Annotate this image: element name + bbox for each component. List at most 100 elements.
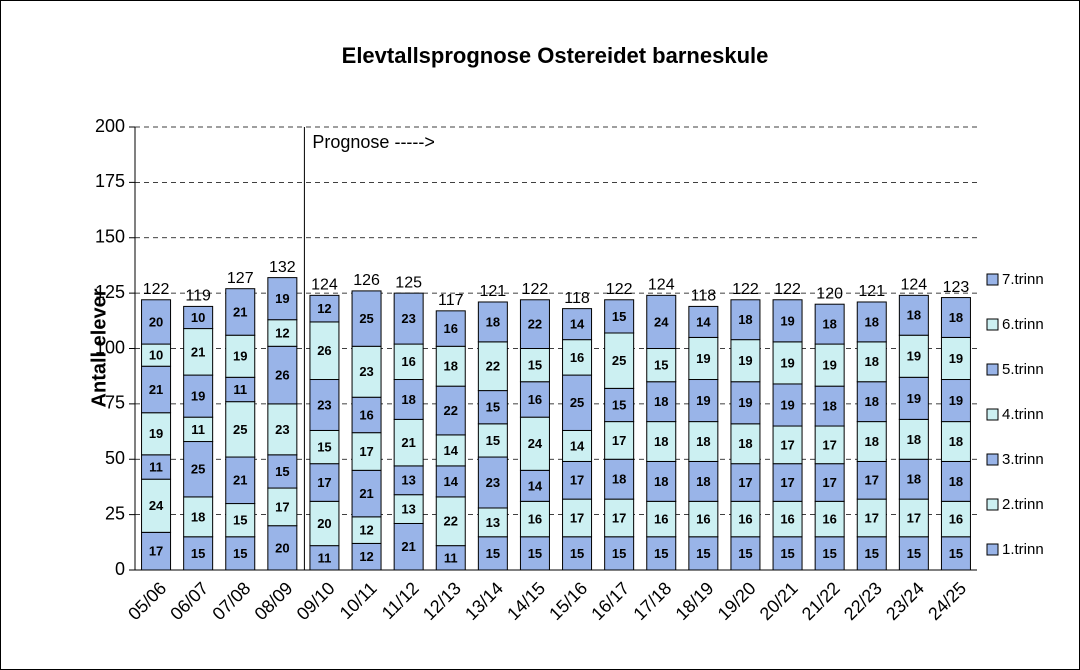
segment-label: 12 — [275, 325, 289, 340]
segment-label: 19 — [149, 426, 163, 441]
segment-label: 22 — [444, 403, 458, 418]
total-label: 122 — [774, 281, 801, 298]
segment-label: 18 — [907, 308, 921, 323]
segment-label: 15 — [949, 546, 963, 561]
segment-label: 22 — [528, 317, 542, 332]
segment-label: 19 — [949, 393, 963, 408]
bar-segment — [898, 376, 929, 420]
bar-segment — [393, 379, 424, 420]
total-label: 121 — [858, 283, 885, 300]
segment-label: 18 — [486, 314, 500, 329]
total-label: 122 — [732, 281, 759, 298]
total-label: 122 — [606, 281, 633, 298]
bar-segment — [940, 297, 971, 338]
segment-label: 18 — [191, 509, 205, 524]
bar-segment — [772, 463, 803, 502]
bar-segment — [856, 421, 887, 462]
segment-label: 17 — [738, 475, 752, 490]
y-tick-label: 200 — [95, 116, 125, 136]
segment-label: 21 — [233, 304, 247, 319]
bar-segment — [183, 328, 214, 376]
segment-label: 17 — [865, 510, 879, 525]
bar-segment — [477, 536, 508, 571]
segment-label: 12 — [359, 523, 373, 538]
bar-segment — [183, 536, 214, 571]
y-tick-label: 50 — [105, 448, 125, 468]
segment-label: 17 — [317, 475, 331, 490]
segment-label: 17 — [570, 473, 584, 488]
segment-label: 21 — [149, 382, 163, 397]
total-label: 124 — [900, 277, 927, 294]
segment-label: 19 — [233, 349, 247, 364]
segment-label: 15 — [486, 400, 500, 415]
segment-label: 11 — [191, 422, 205, 437]
total-label: 122 — [143, 281, 170, 298]
bar-segment — [225, 401, 256, 458]
bar-segment — [477, 423, 508, 458]
segment-label: 18 — [865, 394, 879, 409]
bar-segment — [940, 536, 971, 571]
segment-label: 18 — [654, 434, 668, 449]
bar-segment — [814, 303, 845, 345]
segment-label: 18 — [822, 317, 836, 332]
bar-segment — [435, 465, 466, 498]
segment-label: 18 — [949, 434, 963, 449]
bar-segment — [435, 434, 466, 467]
bar-segment — [898, 458, 929, 500]
bar-segment — [141, 365, 172, 414]
bar-segment — [730, 339, 761, 383]
segment-label: 12 — [359, 549, 373, 564]
legend-label: 6.trinn — [1002, 316, 1044, 333]
bar-segment — [772, 500, 803, 538]
bar-segment — [688, 460, 719, 502]
segment-label: 17 — [865, 473, 879, 488]
segment-label: 17 — [612, 510, 626, 525]
segment-label: 17 — [612, 433, 626, 448]
legend-label: 5.trinn — [1002, 361, 1044, 378]
segment-label: 13 — [401, 502, 415, 517]
segment-label: 17 — [780, 437, 794, 452]
segment-label: 17 — [275, 499, 289, 514]
total-label: 118 — [564, 290, 590, 307]
segment-label: 20 — [317, 516, 331, 531]
segment-label: 15 — [275, 464, 289, 479]
y-tick-label: 25 — [105, 503, 125, 523]
segment-label: 16 — [528, 392, 542, 407]
y-tick-label: 100 — [95, 337, 125, 357]
bar-segment — [562, 498, 593, 538]
segment-label: 14 — [570, 317, 585, 332]
bar-segment — [898, 498, 929, 538]
bar-segment — [898, 294, 929, 336]
segment-label: 15 — [907, 546, 921, 561]
chart-title: Elevtallsprognose Ostereidet barneskule — [342, 43, 769, 68]
bar-segment — [477, 456, 508, 509]
total-label: 132 — [269, 259, 296, 276]
segment-label: 25 — [359, 311, 373, 326]
bar-segment — [604, 387, 635, 423]
segment-label: 16 — [822, 511, 836, 526]
bar-segment — [688, 536, 719, 571]
segment-label: 15 — [528, 358, 542, 373]
bar-segment — [267, 454, 298, 489]
bar-segment — [435, 345, 466, 387]
bar-segment — [519, 416, 550, 471]
bar-segment — [898, 334, 929, 378]
bar-segment — [856, 301, 887, 343]
total-label: 120 — [816, 285, 843, 302]
segment-label: 25 — [570, 395, 584, 410]
bar-segment — [435, 545, 466, 571]
bar-segment — [183, 496, 214, 538]
bar-segment — [351, 345, 382, 398]
segment-label: 19 — [275, 291, 289, 306]
segment-label: 19 — [949, 351, 963, 366]
segment-label: 18 — [738, 436, 752, 451]
bar-segment — [477, 507, 508, 538]
y-tick-label: 0 — [115, 559, 125, 579]
segment-label: 16 — [738, 511, 752, 526]
segment-label: 19 — [780, 397, 794, 412]
legend-label: 4.trinn — [1002, 406, 1044, 423]
bar-segment — [604, 536, 635, 571]
segment-label: 21 — [359, 486, 373, 501]
bar-segment — [225, 334, 256, 378]
segment-label: 16 — [949, 511, 963, 526]
